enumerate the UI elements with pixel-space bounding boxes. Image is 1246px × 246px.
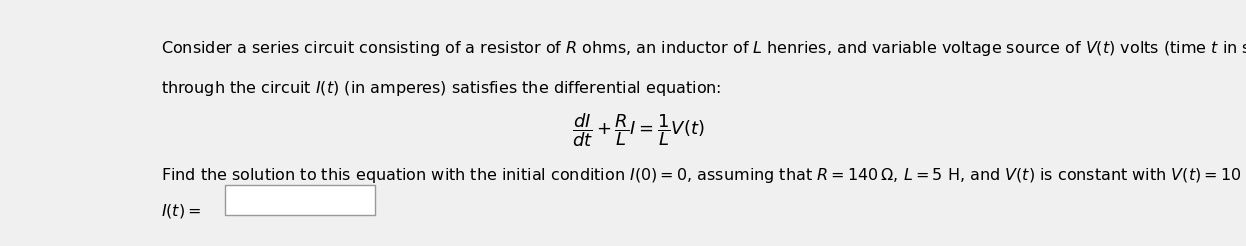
Text: Consider a series circuit consisting of a resistor of $R$ ohms, an inductor of $: Consider a series circuit consisting of … bbox=[161, 39, 1246, 58]
FancyBboxPatch shape bbox=[226, 185, 375, 215]
Text: $I(t) =$: $I(t) =$ bbox=[161, 202, 201, 220]
Text: $\dfrac{dI}{dt} + \dfrac{R}{L}I = \dfrac{1}{L}V(t)$: $\dfrac{dI}{dt} + \dfrac{R}{L}I = \dfrac… bbox=[572, 111, 705, 149]
Text: Find the solution to this equation with the initial condition $I(0) = 0$, assumi: Find the solution to this equation with … bbox=[161, 166, 1246, 185]
Text: through the circuit $I(t)$ (in amperes) satisfies the differential equation:: through the circuit $I(t)$ (in amperes) … bbox=[161, 79, 721, 98]
